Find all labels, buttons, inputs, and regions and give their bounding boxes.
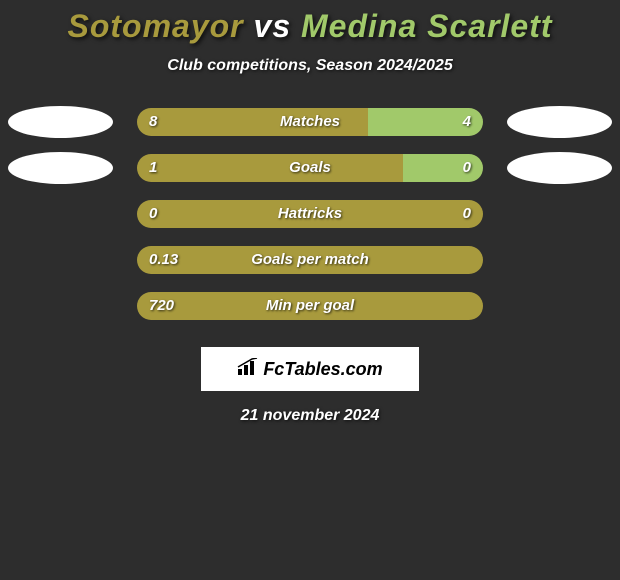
player2-name: Medina Scarlett <box>301 8 553 44</box>
stat-row: Goals per match0.13 <box>0 237 620 283</box>
oval-right <box>507 106 612 138</box>
logo-text: FcTables.com <box>263 359 382 380</box>
stat-row: Goals10 <box>0 145 620 191</box>
player1-name: Sotomayor <box>67 8 243 44</box>
subtitle: Club competitions, Season 2024/2025 <box>0 57 620 75</box>
stat-bar: Matches84 <box>137 108 483 136</box>
stat-bar: Goals10 <box>137 154 483 182</box>
oval-right <box>507 152 612 184</box>
bar-right-fill <box>368 108 483 136</box>
stat-bar: Min per goal720 <box>137 292 483 320</box>
vs-text: vs <box>244 8 301 44</box>
oval-left <box>8 152 113 184</box>
stats-area: Matches84 Goals10 Hattricks00 Goals per mat… <box>0 99 620 329</box>
bar-left-fill <box>137 246 483 274</box>
date-text: 21 november 2024 <box>0 407 620 425</box>
stat-bar: Hattricks00 <box>137 200 483 228</box>
comparison-card: Sotomayor vs Medina Scarlett Club compet… <box>0 0 620 425</box>
logo-box[interactable]: FcTables.com <box>201 347 419 391</box>
page-title: Sotomayor vs Medina Scarlett <box>0 8 620 45</box>
chart-icon <box>237 358 259 381</box>
bar-left-fill <box>137 108 368 136</box>
oval-left <box>8 106 113 138</box>
bar-left-fill <box>137 200 483 228</box>
stat-row: Min per goal720 <box>0 283 620 329</box>
stat-row: Hattricks00 <box>0 191 620 237</box>
stat-bar: Goals per match0.13 <box>137 246 483 274</box>
bar-left-fill <box>137 292 483 320</box>
bar-right-fill <box>403 154 483 182</box>
stat-row: Matches84 <box>0 99 620 145</box>
bar-left-fill <box>137 154 403 182</box>
